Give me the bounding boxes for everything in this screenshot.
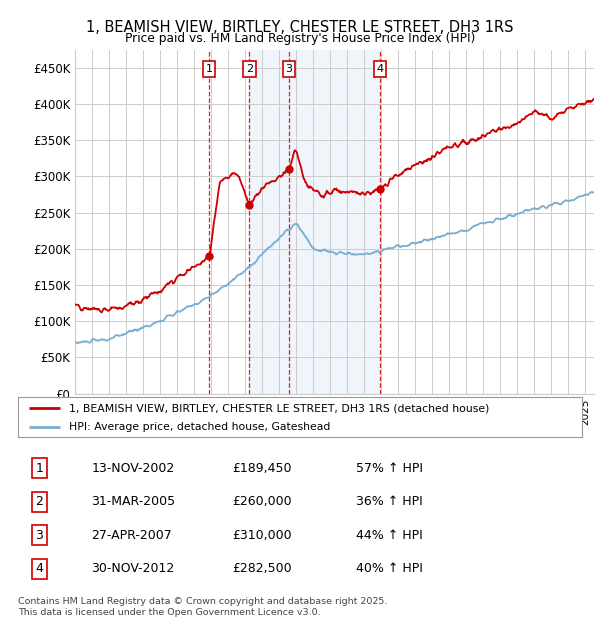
- Text: £189,450: £189,450: [232, 461, 292, 474]
- Text: 57% ↑ HPI: 57% ↑ HPI: [356, 461, 424, 474]
- Text: 3: 3: [35, 529, 43, 542]
- Bar: [250, 50, 289, 394]
- Text: 1: 1: [205, 64, 212, 74]
- Text: 13-NOV-2002: 13-NOV-2002: [91, 461, 175, 474]
- Text: 31-MAR-2005: 31-MAR-2005: [91, 495, 175, 508]
- Text: 1, BEAMISH VIEW, BIRTLEY, CHESTER LE STREET, DH3 1RS (detached house): 1, BEAMISH VIEW, BIRTLEY, CHESTER LE STR…: [69, 403, 489, 413]
- Text: HPI: Average price, detached house, Gateshead: HPI: Average price, detached house, Gate…: [69, 422, 330, 432]
- Text: 36% ↑ HPI: 36% ↑ HPI: [356, 495, 423, 508]
- Text: 27-APR-2007: 27-APR-2007: [91, 529, 172, 542]
- Text: 4: 4: [35, 562, 43, 575]
- Text: 2: 2: [246, 64, 253, 74]
- Text: 40% ↑ HPI: 40% ↑ HPI: [356, 562, 423, 575]
- Text: 3: 3: [286, 64, 293, 74]
- Text: Price paid vs. HM Land Registry's House Price Index (HPI): Price paid vs. HM Land Registry's House …: [125, 32, 475, 45]
- Text: £260,000: £260,000: [232, 495, 292, 508]
- Text: Contains HM Land Registry data © Crown copyright and database right 2025.
This d: Contains HM Land Registry data © Crown c…: [18, 598, 388, 617]
- Text: £310,000: £310,000: [232, 529, 292, 542]
- Text: 1: 1: [35, 461, 43, 474]
- Text: 1, BEAMISH VIEW, BIRTLEY, CHESTER LE STREET, DH3 1RS: 1, BEAMISH VIEW, BIRTLEY, CHESTER LE STR…: [86, 20, 514, 35]
- Text: 4: 4: [376, 64, 383, 74]
- Text: £282,500: £282,500: [232, 562, 292, 575]
- Text: 2: 2: [35, 495, 43, 508]
- Text: 30-NOV-2012: 30-NOV-2012: [91, 562, 175, 575]
- Text: 44% ↑ HPI: 44% ↑ HPI: [356, 529, 423, 542]
- Bar: [289, 50, 380, 394]
